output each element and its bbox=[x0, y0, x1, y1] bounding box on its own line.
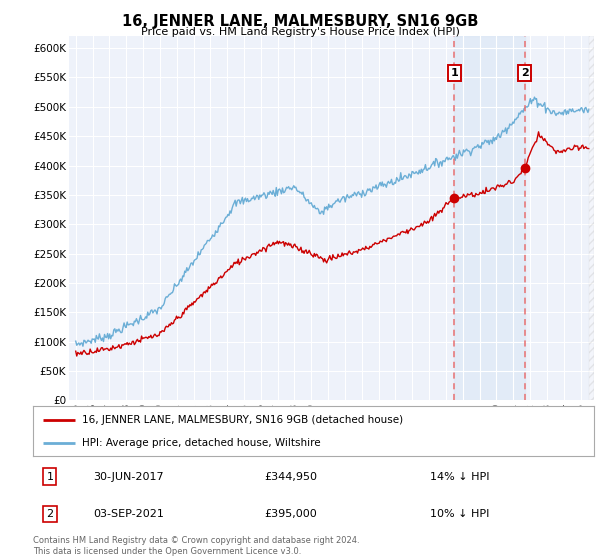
Text: 03-SEP-2021: 03-SEP-2021 bbox=[93, 509, 164, 519]
Text: 1: 1 bbox=[451, 68, 458, 78]
Text: 14% ↓ HPI: 14% ↓ HPI bbox=[430, 472, 489, 482]
Bar bbox=[454, 36, 524, 400]
Text: 16, JENNER LANE, MALMESBURY, SN16 9GB (detached house): 16, JENNER LANE, MALMESBURY, SN16 9GB (d… bbox=[82, 414, 403, 424]
Text: 10% ↓ HPI: 10% ↓ HPI bbox=[430, 509, 489, 519]
Text: HPI: Average price, detached house, Wiltshire: HPI: Average price, detached house, Wilt… bbox=[82, 438, 321, 448]
Text: Price paid vs. HM Land Registry's House Price Index (HPI): Price paid vs. HM Land Registry's House … bbox=[140, 27, 460, 37]
Text: 2: 2 bbox=[521, 68, 529, 78]
Text: 1: 1 bbox=[46, 472, 53, 482]
Text: 16, JENNER LANE, MALMESBURY, SN16 9GB: 16, JENNER LANE, MALMESBURY, SN16 9GB bbox=[122, 14, 478, 29]
Text: Contains HM Land Registry data © Crown copyright and database right 2024.
This d: Contains HM Land Registry data © Crown c… bbox=[33, 536, 359, 556]
Text: 30-JUN-2017: 30-JUN-2017 bbox=[93, 472, 164, 482]
Text: 2: 2 bbox=[46, 509, 53, 519]
Text: £395,000: £395,000 bbox=[265, 509, 317, 519]
Text: £344,950: £344,950 bbox=[265, 472, 317, 482]
